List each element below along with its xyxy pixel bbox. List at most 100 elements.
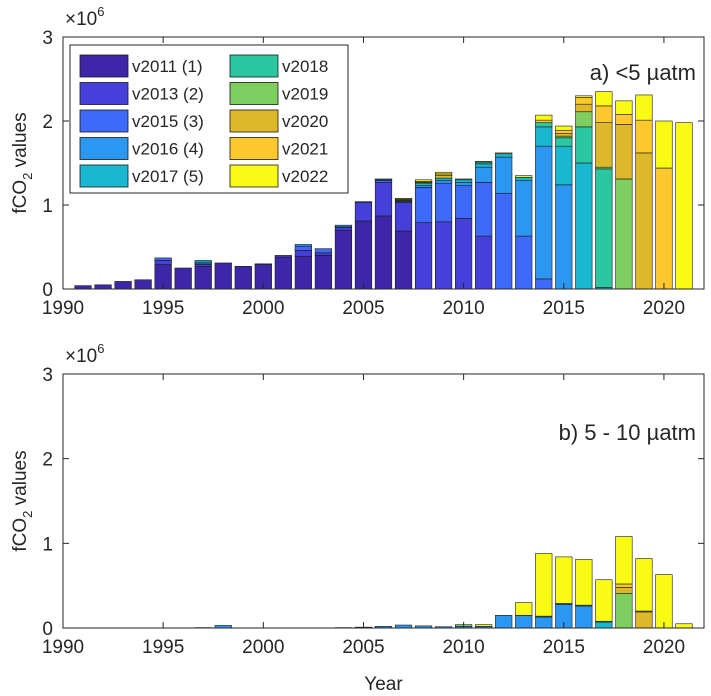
panel-b-y-axis-label-text: fCO2 values xyxy=(10,450,35,551)
bar-segment-2018-s10 xyxy=(615,100,633,115)
bar-segment-2015-s8 xyxy=(555,133,573,137)
bar-segment-2011-s3 xyxy=(475,182,493,237)
bar-segment-1998-s1 xyxy=(214,262,232,290)
panel-a-y-axis-label-text: fCO2 values xyxy=(10,112,35,213)
bar-segment-2010-s5 xyxy=(455,179,473,183)
bar-segment-2011-s7 xyxy=(475,161,493,163)
bar-segment-2014-s4 xyxy=(535,145,553,280)
bar-segment-2011-s10 xyxy=(475,624,493,627)
panel-a-ticks: 1990 1995 2000 2005 2010 2015 2020 0 1 2 3 xyxy=(42,28,704,319)
legend-swatch xyxy=(79,137,129,160)
bar-segment-2014-s4 xyxy=(535,616,553,629)
legend-label: v2017 (5) xyxy=(132,167,204,186)
bar-segment-2019-s8 xyxy=(635,611,653,629)
bar-segment-2010-s7 xyxy=(455,178,473,181)
bar-segment-1997-s1 xyxy=(194,266,212,290)
x-tick-label: 1995 xyxy=(142,637,184,658)
x-tick-label: 2000 xyxy=(242,298,284,319)
bar-segment-2013-s4 xyxy=(515,180,533,237)
bar-segment-2020-s10 xyxy=(655,120,673,169)
bar-segment-2005-s3 xyxy=(354,201,373,203)
legend-label: v2018 xyxy=(282,57,328,76)
bar-segment-1999-s1 xyxy=(234,266,252,290)
x-tick-label: 2005 xyxy=(342,637,384,658)
bar-segment-2016-s7 xyxy=(575,111,593,128)
bar-segment-2010-s4 xyxy=(455,182,473,186)
x-tick-label: 2010 xyxy=(442,298,484,319)
bar-segment-2003-s1 xyxy=(314,255,333,290)
bar-segment-2007-s2 xyxy=(394,202,413,232)
bar-segment-2008-s5 xyxy=(414,182,433,186)
panel-a-axes-frame xyxy=(62,36,705,290)
legend-swatch xyxy=(229,164,279,188)
bar-segment-1992-s1 xyxy=(94,284,112,290)
bar-segment-2003-s2 xyxy=(314,252,333,256)
y-tick-label: 3 xyxy=(42,365,53,386)
bar-segment-2012-s10 xyxy=(495,152,513,155)
x-tick-label: 2015 xyxy=(543,637,585,658)
bar-segment-2007-s1 xyxy=(394,230,413,290)
bar-segment-1993-s1 xyxy=(114,281,132,290)
bar-segment-2009-s10 xyxy=(434,171,453,175)
bar-segment-2009-s4 xyxy=(434,180,453,184)
y-tick-label: 2 xyxy=(42,450,53,471)
bar-segment-2016-s10 xyxy=(575,559,593,606)
bar-segment-2015-s6 xyxy=(555,137,573,147)
bar-segment-2002-s2 xyxy=(294,250,312,257)
bar-segment-2021-s10 xyxy=(675,623,693,629)
bar-segment-1991-s1 xyxy=(74,285,92,290)
ylabel-sub: 2 xyxy=(20,511,35,518)
x-axis-label: Year xyxy=(364,674,403,695)
bar-segment-2006-s5 xyxy=(374,178,393,181)
bar-segment-2014-s3 xyxy=(535,278,553,290)
legend-swatch xyxy=(229,137,279,160)
exponent-base: ×10 xyxy=(65,346,97,367)
bar-segment-2010-s3 xyxy=(455,185,473,219)
bar-segment-2012-s4 xyxy=(495,156,513,194)
bar-segment-2002-s4 xyxy=(294,244,312,247)
bar-segment-2016-s10 xyxy=(575,95,593,98)
exponent-power: 6 xyxy=(97,341,104,356)
panel-b-y-axis-label: fCO2 values xyxy=(10,450,35,551)
ylabel-tail: values xyxy=(10,112,31,172)
panel-a-exponent-text: ×106 xyxy=(65,4,104,30)
bar-segment-2018-s9 xyxy=(615,113,633,125)
bar-segment-2020-s10 xyxy=(655,574,673,629)
bar-segment-2013-s4 xyxy=(515,614,533,629)
bar-segment-2020-s9 xyxy=(655,167,673,290)
bar-segment-2021-s10 xyxy=(675,122,693,290)
panel-b-exponent-text: ×106 xyxy=(65,341,104,367)
x-tick-label: 2015 xyxy=(543,298,585,319)
bar-segment-2019-s8 xyxy=(635,152,653,290)
bar-segment-2000-s2 xyxy=(254,263,272,265)
panel-a-bars xyxy=(74,91,693,290)
bar-segment-2015-s9 xyxy=(555,129,573,134)
bar-segment-2009-s3 xyxy=(434,182,453,223)
bar-segment-2012-s5 xyxy=(495,153,513,158)
bar-segment-2018-s9 xyxy=(615,583,633,588)
exponent-base: ×10 xyxy=(65,9,97,30)
x-tick-label: 2000 xyxy=(242,637,284,658)
legend-label: v2022 xyxy=(282,167,328,186)
bar-segment-2004-s1 xyxy=(334,229,353,290)
legend-swatch xyxy=(229,109,279,133)
legend-swatch xyxy=(79,54,129,78)
bar-segment-1995-s2 xyxy=(154,260,172,265)
legend-swatch xyxy=(229,54,279,78)
ylabel-sub: 2 xyxy=(20,173,35,180)
bar-segment-2005-s2 xyxy=(354,202,373,222)
y-tick-label: 2 xyxy=(42,112,53,133)
x-tick-label: 2020 xyxy=(643,298,685,319)
y-tick-label: 0 xyxy=(42,280,53,301)
bar-segment-2008-s2 xyxy=(414,222,433,290)
bar-segment-2013-s5 xyxy=(515,176,533,181)
bar-segment-2017-s10 xyxy=(595,91,613,107)
legend-label: v2016 (4) xyxy=(132,140,204,159)
bar-segment-2013-s10 xyxy=(515,602,533,616)
bar-segment-2009-s2 xyxy=(434,221,453,290)
bar-segment-2019-s10 xyxy=(635,94,653,121)
bar-segment-2019-s10 xyxy=(635,558,653,612)
